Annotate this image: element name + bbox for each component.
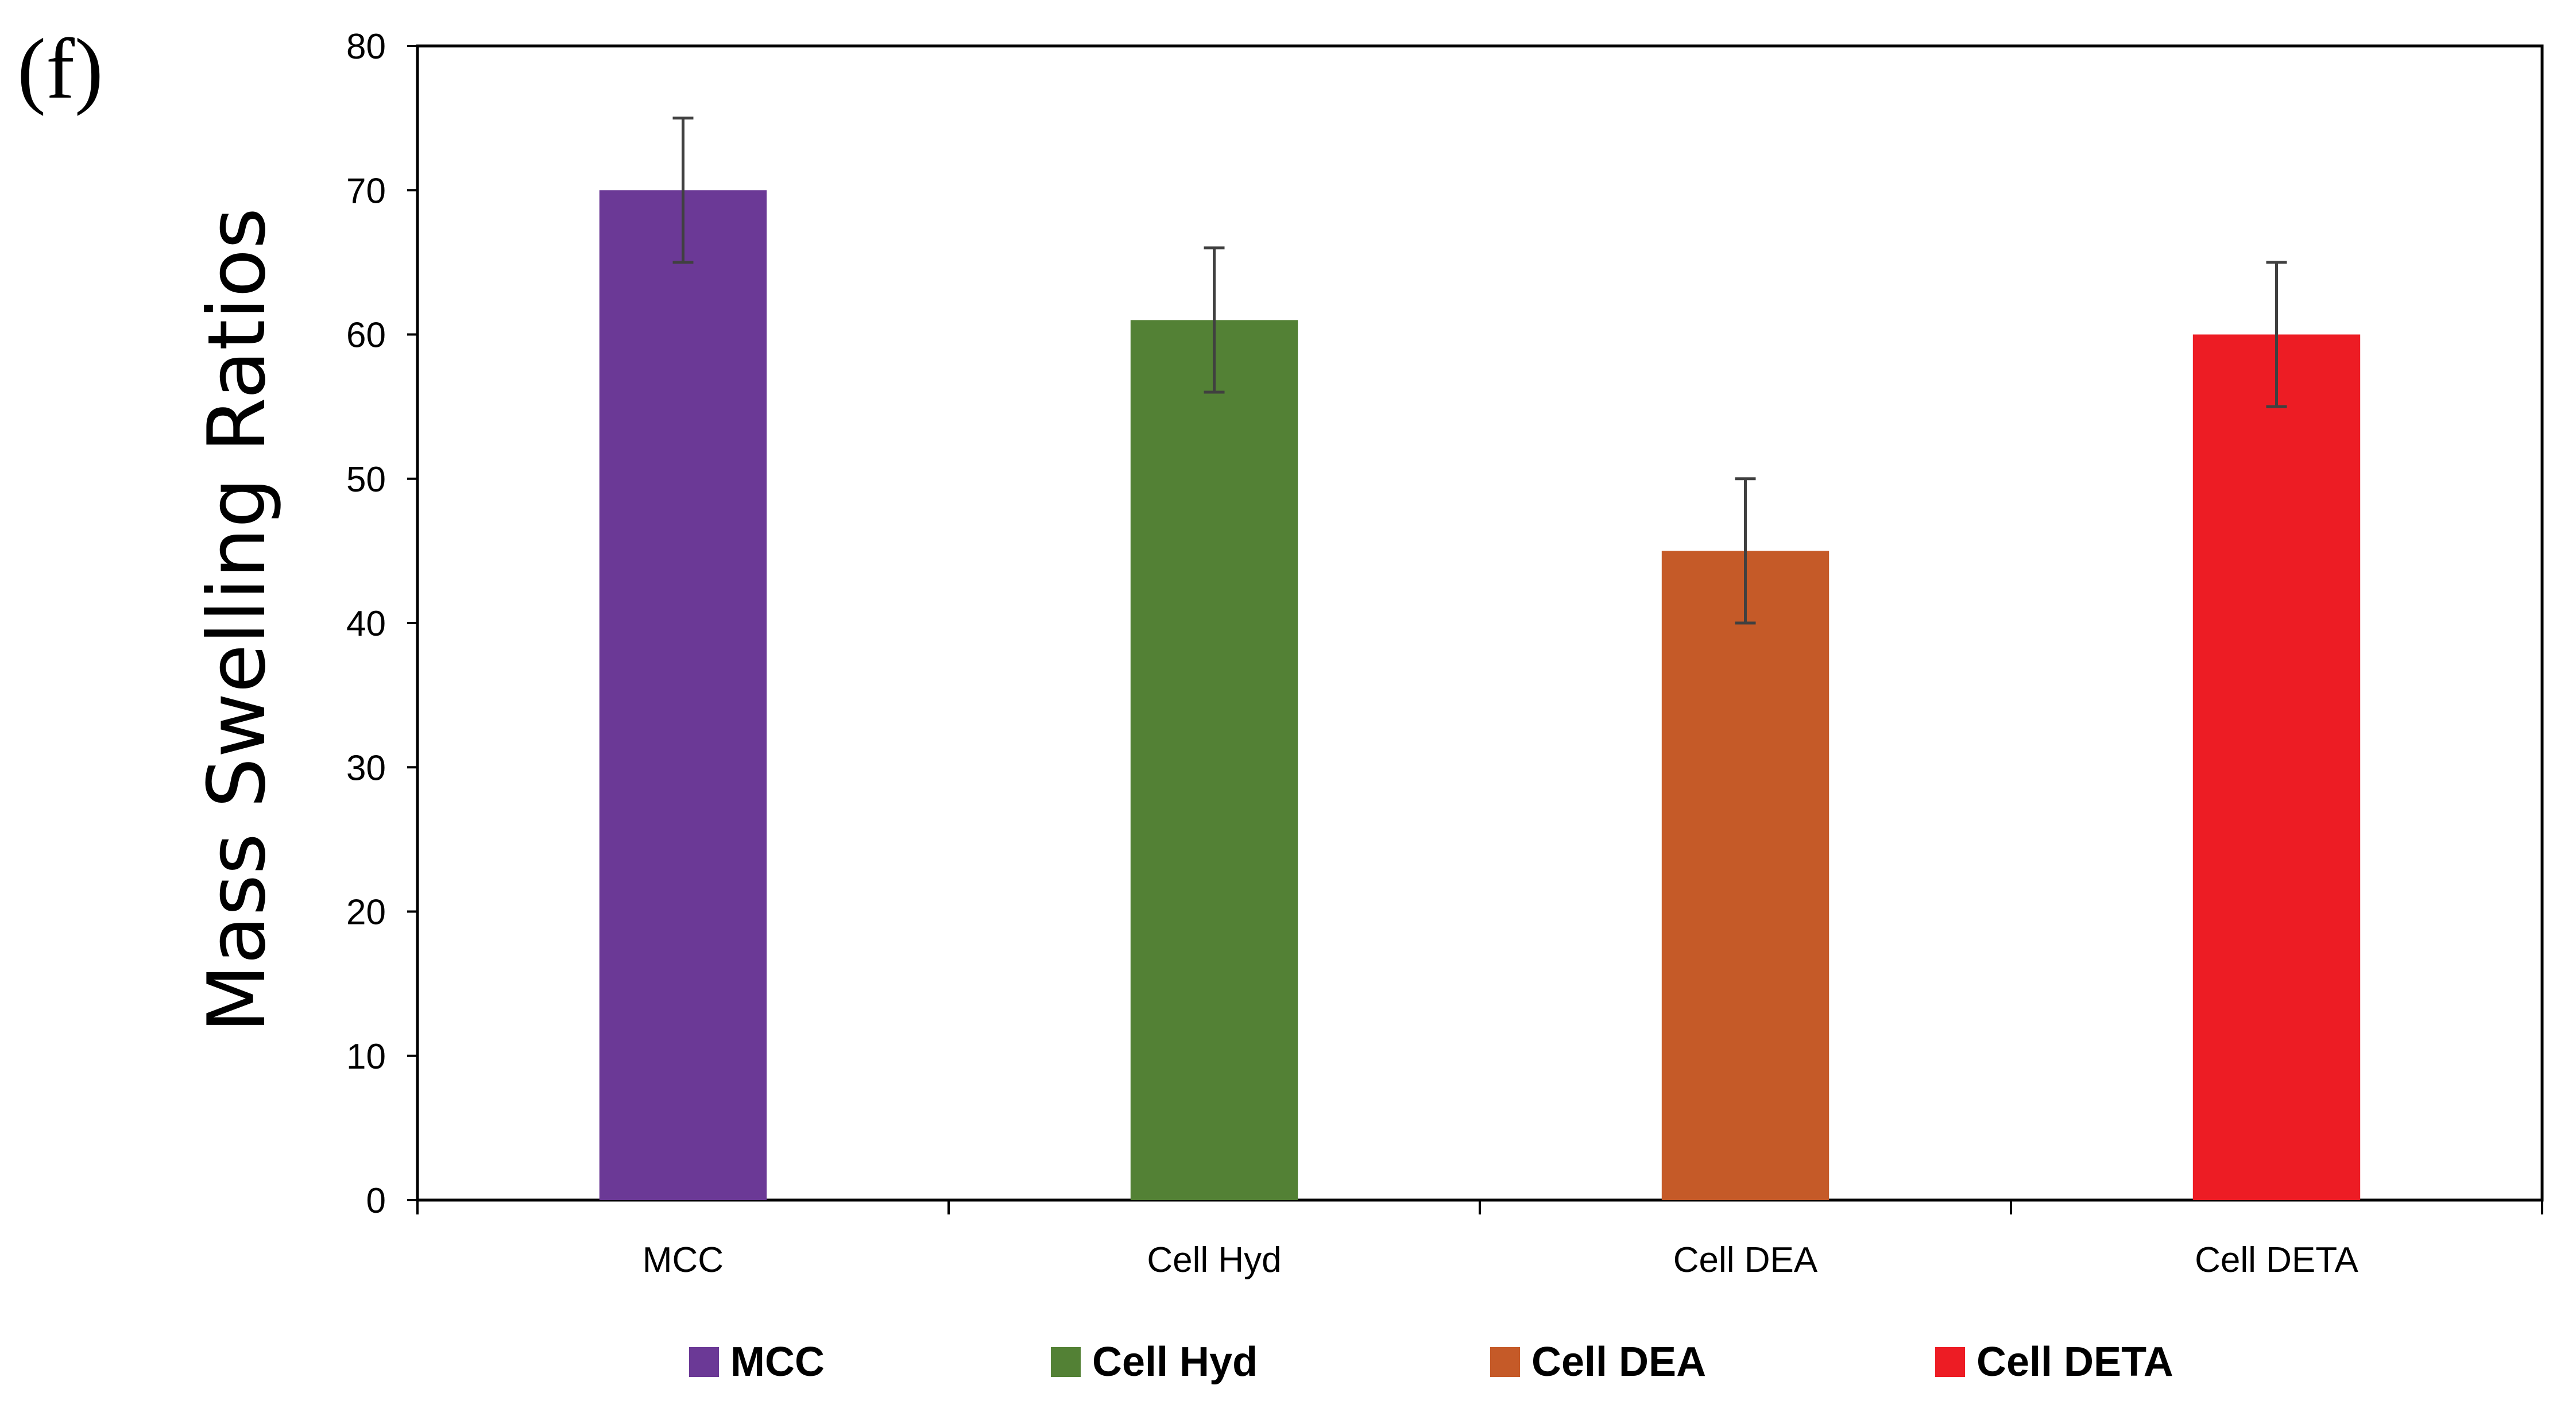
error-bar xyxy=(1204,246,1225,394)
bar xyxy=(2192,334,2361,1200)
y-tick-label: 0 xyxy=(366,1181,386,1221)
legend-label: Cell DETA xyxy=(1977,1339,2173,1385)
x-tick-label: MCC xyxy=(643,1240,724,1280)
error-bars-group xyxy=(672,117,2287,625)
y-axis-title: Mass Swelling Ratios xyxy=(191,208,283,1033)
y-tick-label: 10 xyxy=(346,1037,386,1077)
x-tick-label: Cell DETA xyxy=(2195,1240,2358,1280)
y-tick-label: 80 xyxy=(346,27,386,67)
legend-swatch xyxy=(689,1347,719,1377)
y-tick-label: 30 xyxy=(346,748,386,788)
x-axis xyxy=(416,1198,2543,1214)
legend-swatch xyxy=(1935,1347,1965,1377)
y-tick-label: 50 xyxy=(346,460,386,500)
error-bar xyxy=(1735,477,1756,625)
x-tick-labels: MCC Cell Hyd Cell DEA Cell DETA xyxy=(643,1240,2359,1280)
y-tick-label: 70 xyxy=(346,171,386,211)
legend: MCC Cell Hyd Cell DEA Cell DETA xyxy=(689,1339,2173,1385)
legend-swatch xyxy=(1051,1347,1081,1377)
legend-label: MCC xyxy=(730,1339,825,1385)
y-tick-label: 20 xyxy=(346,893,386,933)
legend-swatch xyxy=(1490,1347,1520,1377)
y-tick-label: 60 xyxy=(346,316,386,355)
error-bar xyxy=(2266,261,2287,408)
bar xyxy=(599,190,767,1200)
y-axis: 0 10 20 30 40 50 60 70 80 xyxy=(346,27,417,1221)
y-tick-label: 40 xyxy=(346,604,386,644)
x-tick-label: Cell Hyd xyxy=(1147,1240,1281,1280)
error-bar xyxy=(672,117,694,264)
panel-label: (f) xyxy=(17,21,103,117)
bar xyxy=(1661,551,1829,1200)
bars-group xyxy=(599,190,2361,1200)
x-tick-label: Cell DEA xyxy=(1673,1240,1818,1280)
legend-label: Cell Hyd xyxy=(1092,1339,1258,1385)
legend-label: Cell DEA xyxy=(1531,1339,1706,1385)
bar xyxy=(1130,320,1298,1200)
